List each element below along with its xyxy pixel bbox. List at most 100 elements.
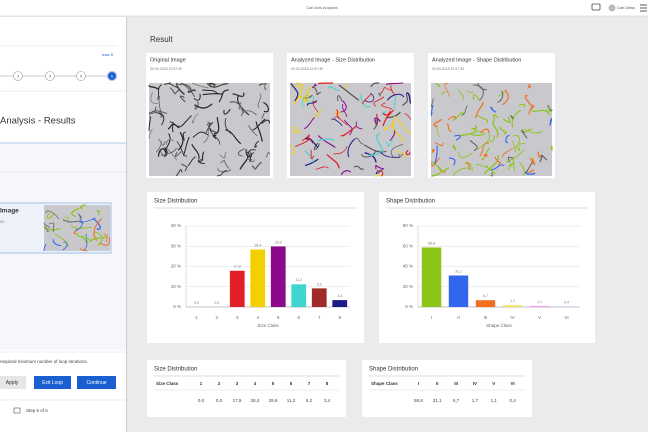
fiber xyxy=(77,213,82,219)
fiber xyxy=(176,141,188,157)
x-tick-label: III xyxy=(484,315,488,320)
fiber xyxy=(176,82,185,95)
fiber xyxy=(384,122,396,131)
image-strokes xyxy=(430,82,553,177)
fiber xyxy=(180,95,186,103)
step-label: Step 6 of 6 xyxy=(26,408,48,413)
fiber xyxy=(304,158,319,166)
fiber xyxy=(479,128,490,134)
fiber xyxy=(337,95,343,102)
fiber xyxy=(157,84,162,100)
apply-button[interactable] xyxy=(0,376,26,389)
fiber xyxy=(169,87,180,95)
fiber xyxy=(519,142,526,150)
fiber xyxy=(353,165,365,170)
fiber xyxy=(254,140,259,148)
value-label: 0,0 xyxy=(214,301,219,305)
fiber xyxy=(430,104,434,116)
value-label: 28,4 xyxy=(254,243,261,247)
fiber xyxy=(360,94,371,108)
continue-label[interactable]: Continue xyxy=(86,380,106,386)
fiber xyxy=(312,85,322,96)
user-avatar[interactable] xyxy=(608,4,616,12)
bar xyxy=(250,249,266,307)
fiber xyxy=(491,122,499,138)
fiber xyxy=(178,115,192,128)
fiber xyxy=(430,98,434,108)
fiber xyxy=(237,148,245,157)
fiber xyxy=(476,163,489,168)
table-header: 8 xyxy=(326,381,329,386)
fiber xyxy=(45,210,60,220)
fiber xyxy=(191,113,199,124)
fiber xyxy=(523,128,533,134)
fiber xyxy=(93,231,103,247)
menu-icon[interactable] xyxy=(640,4,647,12)
fiber xyxy=(518,104,526,108)
fiber xyxy=(529,157,536,166)
fiber xyxy=(163,83,178,88)
fiber xyxy=(355,121,363,130)
fiber xyxy=(264,83,268,91)
table-cell: 31,1 xyxy=(433,398,442,403)
fiber xyxy=(178,83,192,93)
fiber xyxy=(489,106,497,113)
fiber xyxy=(447,116,457,121)
fiber xyxy=(304,150,314,163)
fiber xyxy=(494,156,501,166)
table-header: VI xyxy=(510,381,514,386)
fiber xyxy=(313,108,323,118)
fiber xyxy=(255,121,263,142)
fiber xyxy=(206,83,229,88)
fiber xyxy=(326,153,340,169)
fiber xyxy=(158,138,166,146)
fiber xyxy=(373,96,385,107)
fiber xyxy=(197,160,205,165)
fiber xyxy=(62,241,68,251)
fiber xyxy=(289,144,296,155)
fiber xyxy=(393,114,412,135)
exit-loop-button[interactable] xyxy=(34,376,71,389)
step-number: 5 xyxy=(80,73,83,78)
fiber xyxy=(79,247,88,252)
continue-button[interactable] xyxy=(77,376,116,389)
fiber xyxy=(182,136,190,156)
fiber xyxy=(483,155,500,175)
value-label: 3,4 xyxy=(337,294,342,298)
fiber xyxy=(505,148,525,163)
fiber xyxy=(479,142,490,157)
table-header: 3 xyxy=(236,381,239,386)
fiber xyxy=(467,90,474,94)
max-label: max 5 xyxy=(102,52,114,57)
fiber xyxy=(498,91,506,97)
fiber xyxy=(477,82,488,91)
fiber xyxy=(475,101,484,118)
table-card xyxy=(147,360,346,417)
fiber xyxy=(431,148,435,153)
fiber xyxy=(539,154,548,163)
fiber xyxy=(70,224,92,229)
x-tick-label: 3 xyxy=(236,315,239,320)
fiber xyxy=(507,162,514,171)
apply-label[interactable]: Apply xyxy=(6,380,19,386)
fiber xyxy=(363,144,387,153)
chat-icon[interactable] xyxy=(591,3,601,11)
fiber xyxy=(148,115,151,131)
table-cell: 11,2 xyxy=(287,398,296,403)
value-label: 9,2 xyxy=(317,282,322,286)
fiber xyxy=(472,94,481,101)
fiber xyxy=(302,134,310,141)
fiber xyxy=(406,92,412,104)
fiber xyxy=(92,217,101,230)
image-title: Analyzed Image - Shape Distribution xyxy=(432,57,521,63)
user-name[interactable]: Carl Zeiss xyxy=(617,5,635,10)
fiber xyxy=(224,118,232,134)
fiber xyxy=(498,126,507,135)
fiber xyxy=(375,164,384,170)
exit-loop-label[interactable]: Exit Loop xyxy=(42,380,63,386)
item-subtitle: 00 xyxy=(0,219,5,224)
table-cell: 1,7 xyxy=(472,398,479,403)
fiber xyxy=(79,217,96,223)
fiber xyxy=(306,91,310,103)
fiber xyxy=(402,92,409,107)
